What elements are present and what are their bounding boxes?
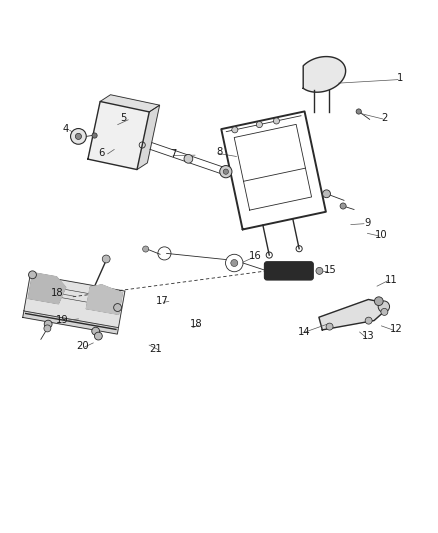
Circle shape [323,190,330,198]
Polygon shape [88,101,149,169]
Circle shape [92,327,99,335]
Text: 17: 17 [156,296,169,306]
Circle shape [220,166,232,178]
Circle shape [71,128,86,144]
Polygon shape [137,105,159,169]
Polygon shape [23,311,118,334]
Text: 11: 11 [385,274,398,285]
Circle shape [44,325,51,332]
Circle shape [102,255,110,263]
Circle shape [184,155,193,163]
Text: 14: 14 [298,327,311,337]
Text: 16: 16 [248,251,261,261]
Text: 18: 18 [190,319,203,329]
Text: 7: 7 [170,149,177,159]
Polygon shape [100,95,159,112]
Text: 21: 21 [149,344,162,353]
Circle shape [374,297,383,305]
Circle shape [273,118,279,124]
Text: 13: 13 [362,332,374,341]
Circle shape [356,109,361,114]
Circle shape [381,309,388,316]
Circle shape [143,246,149,252]
Text: 18: 18 [51,288,64,298]
Polygon shape [303,56,346,92]
Text: 20: 20 [77,341,89,351]
Text: 9: 9 [364,218,371,228]
FancyBboxPatch shape [265,262,313,280]
Text: 1: 1 [397,73,403,83]
Polygon shape [319,300,385,330]
Text: 4: 4 [62,124,68,134]
Circle shape [223,169,229,174]
Circle shape [378,301,389,312]
Text: 10: 10 [375,230,388,240]
Text: 2: 2 [382,113,388,123]
Circle shape [232,127,238,133]
Circle shape [75,133,81,140]
Circle shape [365,317,372,324]
Text: 6: 6 [98,148,104,158]
Circle shape [340,203,346,209]
Circle shape [113,304,121,311]
Polygon shape [24,274,125,328]
Circle shape [256,122,262,127]
Text: 15: 15 [324,265,336,275]
Text: 8: 8 [217,147,223,157]
Polygon shape [86,285,122,314]
Circle shape [92,133,97,138]
Circle shape [326,323,333,330]
Circle shape [316,268,323,274]
Polygon shape [28,273,66,304]
Circle shape [95,332,102,340]
Text: 5: 5 [120,113,126,123]
Text: 12: 12 [390,325,403,334]
Text: 19: 19 [57,315,69,325]
Circle shape [28,271,36,279]
Circle shape [44,320,52,328]
Circle shape [231,260,238,266]
